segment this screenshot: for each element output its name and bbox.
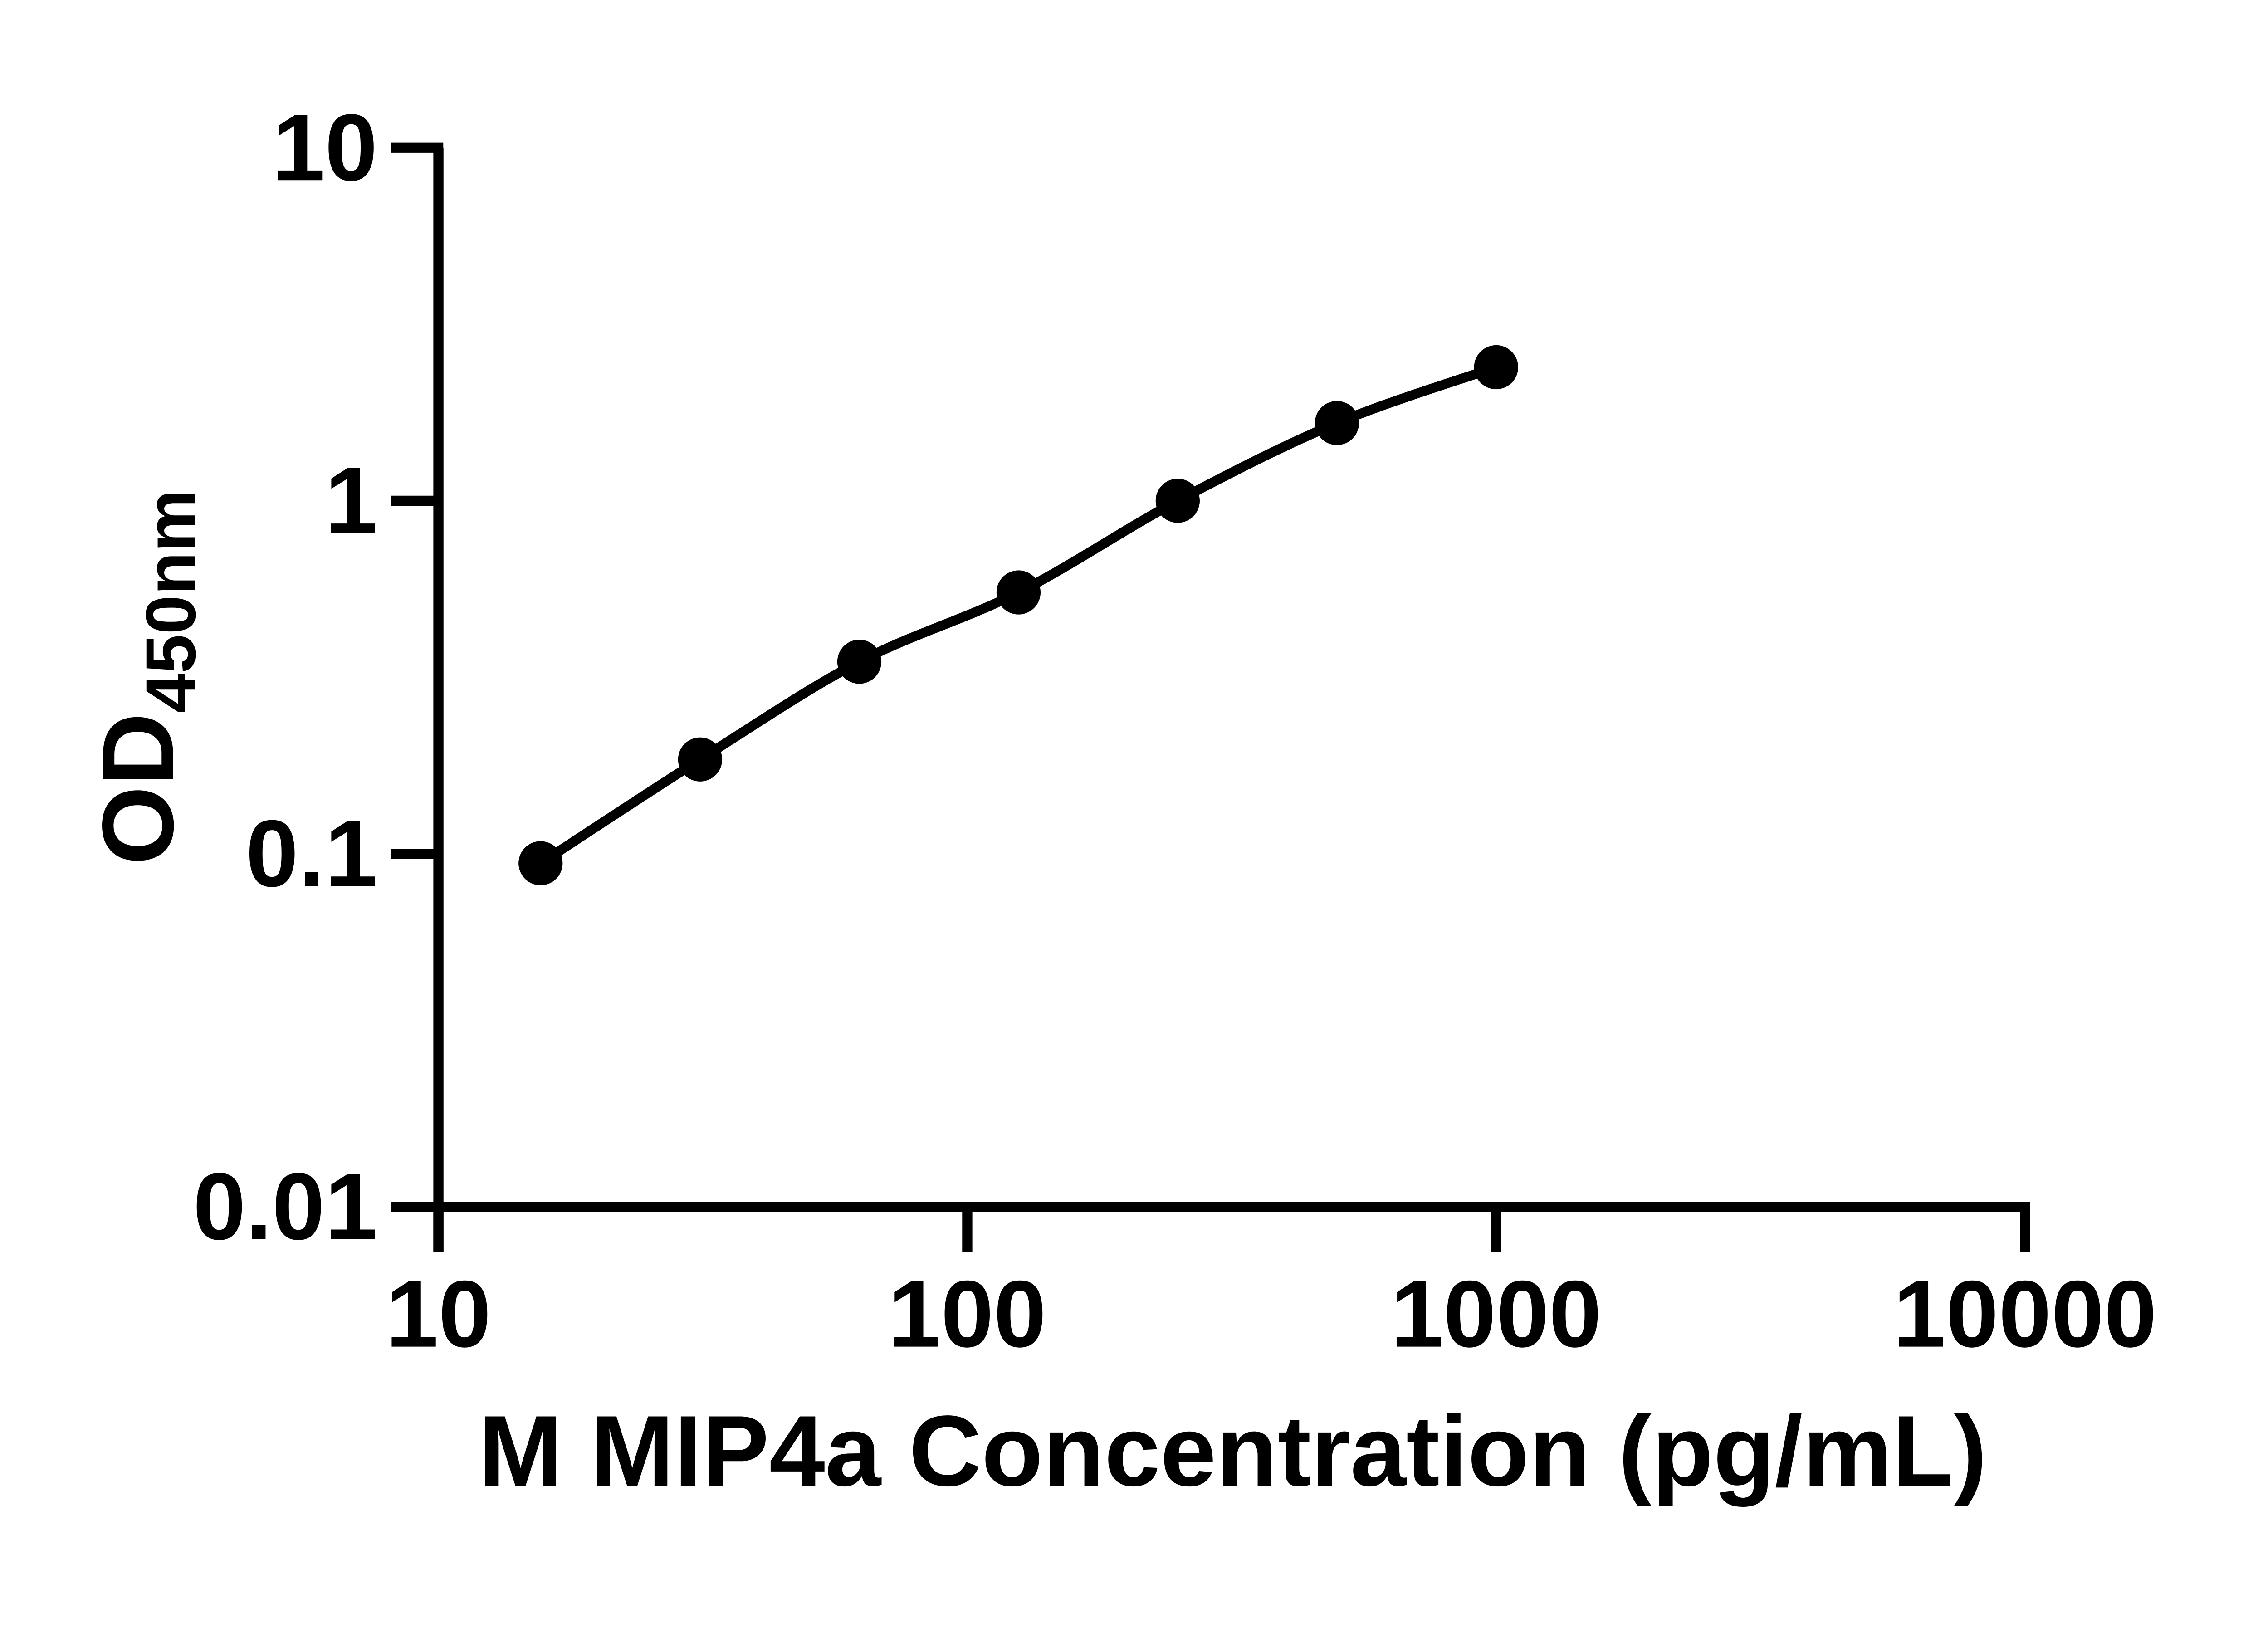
data-point-marker: [996, 570, 1041, 615]
standard-curve-line: [536, 362, 1501, 868]
x-tick-label: 10000: [1893, 1261, 2157, 1367]
x-tick-label: 1000: [1391, 1261, 1602, 1367]
x-tick-label: 10: [386, 1261, 491, 1367]
y-axis-title-subscript: 450nm: [131, 489, 210, 713]
x-axis-title: M MIP4a Concentration (pg/mL): [479, 1394, 1987, 1507]
y-axis-title: OD450nm: [82, 489, 210, 865]
y-axis-ticks: 10 1 0.1 0.01: [193, 95, 444, 1260]
y-tick-label: 10: [272, 95, 378, 200]
y-axis-title-main: OD: [82, 713, 195, 865]
data-point-marker: [1315, 401, 1359, 445]
data-point-marker: [678, 737, 723, 782]
data-point-marker: [518, 841, 563, 885]
data-point-marker: [1155, 479, 1200, 523]
data-points: [518, 345, 1518, 885]
data-point-marker: [1474, 345, 1518, 390]
y-tick-label: 0.1: [246, 801, 378, 907]
x-axis-ticks: 10 100 1000 10000: [386, 1207, 2157, 1367]
y-tick-label: 0.01: [193, 1154, 377, 1260]
x-tick-label: 100: [888, 1261, 1046, 1367]
y-tick-label: 1: [325, 448, 377, 553]
elisa-standard-curve-figure: 10 1 0.1 0.01 10 100 1000 10000 M MIP4a Concen…: [82, 95, 2157, 1507]
data-point-marker: [837, 640, 882, 684]
standard-curve-chart: 10 1 0.1 0.01 10 100 1000 10000 M MIP4a Concen…: [82, 95, 2157, 1507]
